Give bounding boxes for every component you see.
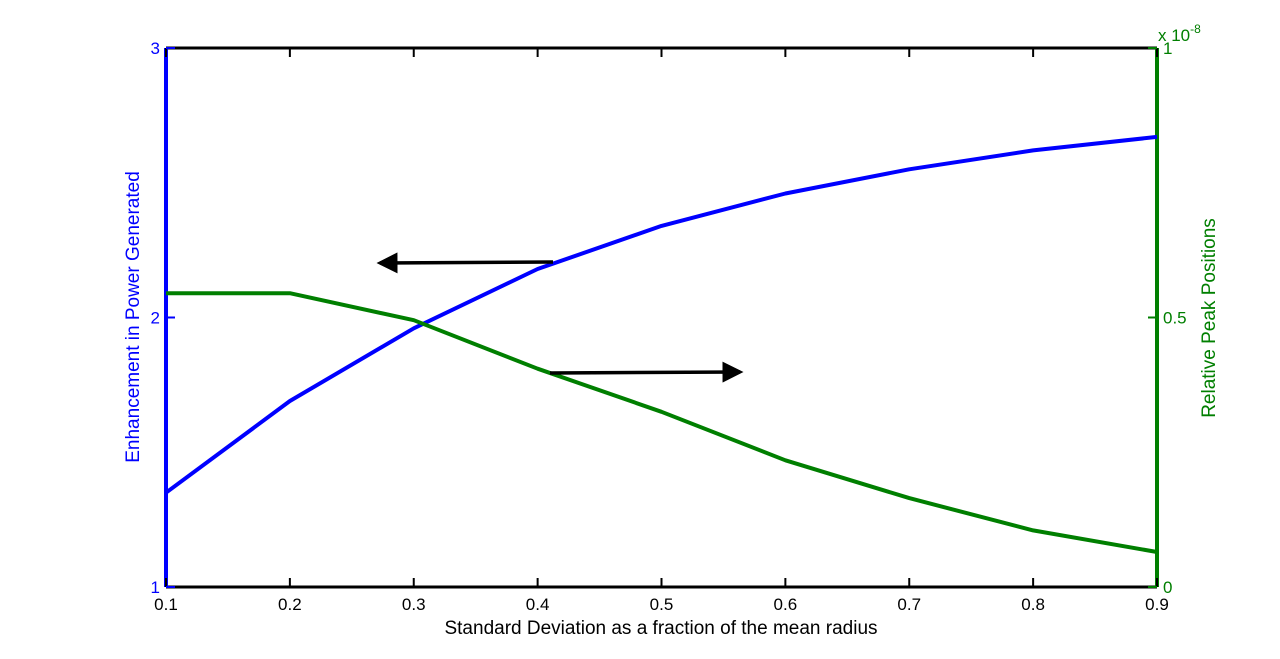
right-axis-multiplier-base: x 10 xyxy=(1158,26,1190,45)
peak-position-series-line xyxy=(166,291,1158,554)
x-tick-label: 0.7 xyxy=(897,595,921,614)
left-pointing-arrow xyxy=(376,252,554,274)
right-y-tick-label: 1 xyxy=(1163,39,1172,58)
x-tick-label: 0.4 xyxy=(526,595,550,614)
left-y-tick-label: 1 xyxy=(151,578,160,597)
right-y-axis-label: Relative Peak Positions xyxy=(1199,218,1220,418)
left-y-axis-label: Enhancement in Power Generated xyxy=(123,171,144,463)
x-tick-label: 0.8 xyxy=(1021,595,1045,614)
x-tick-label: 0.9 xyxy=(1145,595,1169,614)
right-y-tick-label: 0 xyxy=(1163,578,1172,597)
x-tick-label: 0.3 xyxy=(402,595,426,614)
left-y-tick-label: 2 xyxy=(151,309,160,328)
x-tick-label: 0.2 xyxy=(278,595,302,614)
right-y-tick-label: 0.5 xyxy=(1163,309,1187,328)
x-tick-label: 0.6 xyxy=(774,595,798,614)
left-y-tick-label: 3 xyxy=(151,39,160,58)
right-pointing-arrow xyxy=(549,361,744,383)
right-axis-multiplier-exponent: -8 xyxy=(1190,22,1201,36)
x-tick-label: 0.1 xyxy=(154,595,178,614)
right-axis-multiplier: x 10-8 xyxy=(1158,22,1201,45)
enhancement-series-line xyxy=(164,134,1158,495)
x-tick-label: 0.5 xyxy=(650,595,674,614)
x-axis-label: Standard Deviation as a fraction of the … xyxy=(444,618,877,639)
